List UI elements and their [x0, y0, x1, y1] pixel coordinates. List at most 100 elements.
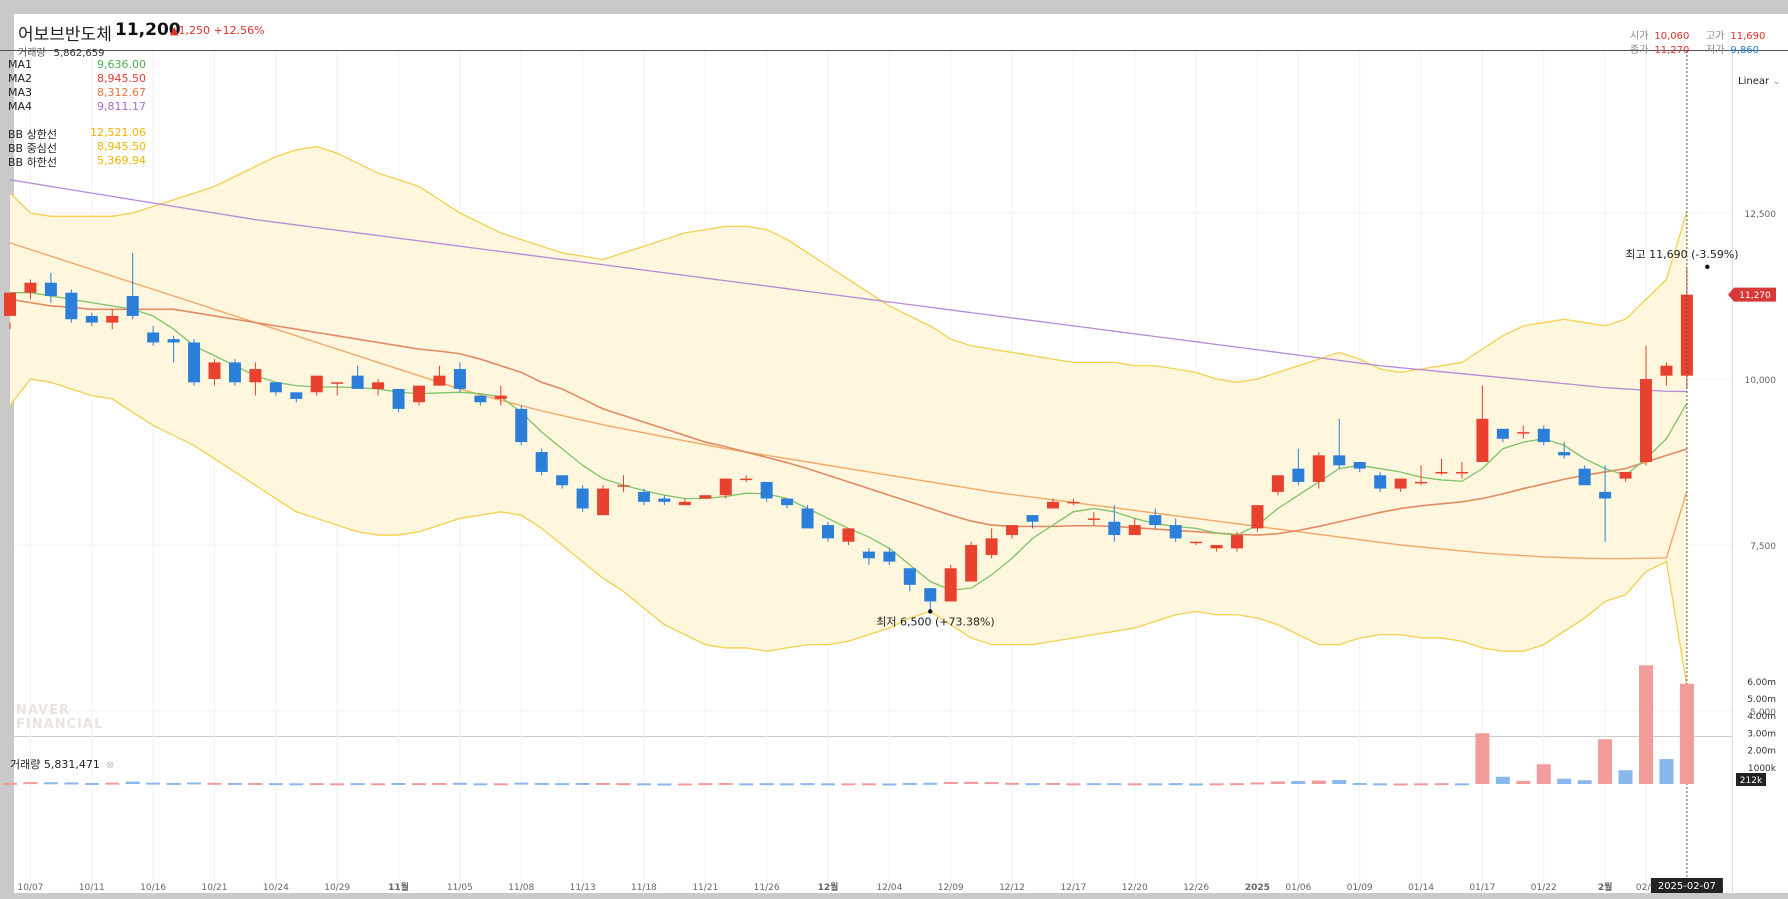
- x-tick-label: 01/14: [1408, 883, 1434, 893]
- candle-body: [1006, 525, 1019, 536]
- volume-bar: [984, 782, 999, 785]
- volume-bar: [943, 781, 958, 784]
- volume-bar: [657, 783, 672, 786]
- x-tick-label: 10/29: [324, 883, 350, 893]
- legend-bb-lower[interactable]: BB 하한선 5,369.94: [8, 154, 146, 170]
- candle-body: [801, 508, 814, 529]
- volume-bar: [964, 781, 979, 784]
- candle-body: [699, 495, 712, 499]
- candle-body: [1271, 475, 1284, 492]
- crosshair-date-label: 2025-02-07: [1658, 881, 1716, 892]
- x-tick-label: 10/07: [17, 883, 43, 893]
- x-tick-label: 10/24: [263, 883, 289, 893]
- legend-bb-middle[interactable]: BB 중심선 8,945.50: [8, 140, 146, 156]
- x-tick-label: 11/26: [754, 883, 780, 893]
- volume-tick-label: 5.00m: [1747, 695, 1776, 705]
- candle-body: [658, 498, 671, 502]
- annotation-label: 최저 6,500 (+73.38%): [876, 615, 994, 628]
- volume-bar: [861, 783, 876, 786]
- legend-ma4-value: 9,811.17: [97, 100, 146, 113]
- volume-bar: [248, 782, 263, 785]
- y-tick-label: 7,500: [1750, 542, 1776, 552]
- volume-bar: [1618, 770, 1633, 784]
- volume-bar: [1373, 783, 1388, 786]
- candle-body: [65, 292, 78, 320]
- candle-body: [719, 478, 732, 496]
- legend-bb-upper[interactable]: BB 상한선 12,521.06: [8, 126, 146, 142]
- x-tick-label: 11/21: [692, 883, 718, 893]
- candle-body: [372, 382, 385, 389]
- candle-body: [1312, 455, 1325, 482]
- stock-name: 어보브반도체: [18, 25, 112, 45]
- volume-bar: [473, 783, 488, 786]
- candle-body: [515, 408, 528, 443]
- legend-bb-lower-value: 5,369.94: [97, 154, 146, 167]
- candle-body: [781, 498, 794, 506]
- legend-ma3[interactable]: MA3 8,312.67: [8, 86, 146, 99]
- volume-bar: [800, 783, 815, 786]
- volume-bar: [187, 782, 202, 785]
- annotation-label: 최고 11,690 (-3.59%): [1625, 248, 1738, 261]
- x-tick-label: 2025: [1245, 883, 1270, 893]
- candle-body: [1640, 379, 1652, 462]
- legend-bb-upper-name: BB 상한선: [8, 128, 57, 141]
- candle-body: [617, 485, 630, 487]
- x-tick-label: 12/26: [1183, 883, 1209, 893]
- close-icon[interactable]: ⊗: [105, 760, 115, 771]
- x-tick-label: 01/22: [1531, 883, 1557, 893]
- volume-bar: [227, 782, 242, 785]
- volume-bar: [821, 783, 835, 786]
- candle-body: [842, 528, 855, 542]
- close-label: 종가: [1630, 45, 1649, 56]
- candle-body: [1128, 525, 1141, 536]
- candle-body: [678, 501, 691, 506]
- candle-body: [413, 385, 425, 403]
- candle-body: [1210, 545, 1223, 549]
- volume-tick-label: 3.00m: [1747, 729, 1776, 739]
- legend-ma3-name: MA3: [8, 86, 33, 99]
- volume-bar: [1659, 759, 1674, 784]
- candle-body: [1455, 471, 1468, 474]
- volume-bar: [1332, 780, 1347, 784]
- price-change: ▲1,250 +12.56%: [170, 24, 265, 37]
- legend-ma1[interactable]: MA1 9,636.00: [8, 58, 146, 71]
- candle-body: [433, 375, 446, 386]
- volume-bar: [23, 782, 38, 785]
- candle-body: [208, 362, 221, 379]
- volume-bar: [452, 782, 467, 785]
- bb-upper-line: [9, 145, 1688, 383]
- bb-lower-line: [9, 378, 1688, 687]
- volume-badge-label: 212k: [1740, 776, 1763, 786]
- candle-body: [862, 551, 875, 559]
- stock-chart[interactable]: 최고 11,690 (-3.59%) 최저 6,500 (+73.38%) 12,5…: [0, 14, 1788, 899]
- volume-tick-label: 4.00m: [1747, 712, 1776, 722]
- x-tick-label: 01/06: [1285, 883, 1311, 893]
- candle-body: [453, 369, 466, 389]
- volume-bar: [1148, 783, 1163, 786]
- legend-ma2[interactable]: MA2 8,945.50: [8, 72, 146, 85]
- open-readout: 시가 10,060: [1630, 27, 1689, 42]
- candle-body: [1108, 521, 1121, 536]
- candle-body: [965, 545, 978, 582]
- candle-body: [1496, 428, 1509, 439]
- volume-bar: [1516, 780, 1531, 784]
- x-tick-label: 10/11: [79, 883, 105, 893]
- volume-bar: [309, 783, 324, 786]
- volume-bar: [391, 782, 406, 785]
- candle-body: [1517, 432, 1530, 434]
- legend-ma2-name: MA2: [8, 72, 33, 85]
- legend-ma1-value: 9,636.00: [97, 58, 146, 71]
- volume-summary: 거래량 5,862,659: [18, 44, 105, 59]
- scale-mode-select[interactable]: Linear ⌄: [1738, 76, 1781, 87]
- volume-bar: [207, 782, 222, 785]
- candle-body: [24, 282, 37, 293]
- volume-bar: [1127, 783, 1142, 786]
- watermark-line-1: NAVER: [16, 703, 71, 718]
- candle-body: [228, 362, 241, 383]
- candle-body: [597, 488, 610, 516]
- volume-bar: [1045, 782, 1060, 785]
- legend-ma4[interactable]: MA4 9,811.17: [8, 100, 146, 113]
- volume-panel-bg: [14, 737, 1732, 893]
- candle-body: [944, 568, 957, 602]
- volume-bar: [698, 783, 713, 786]
